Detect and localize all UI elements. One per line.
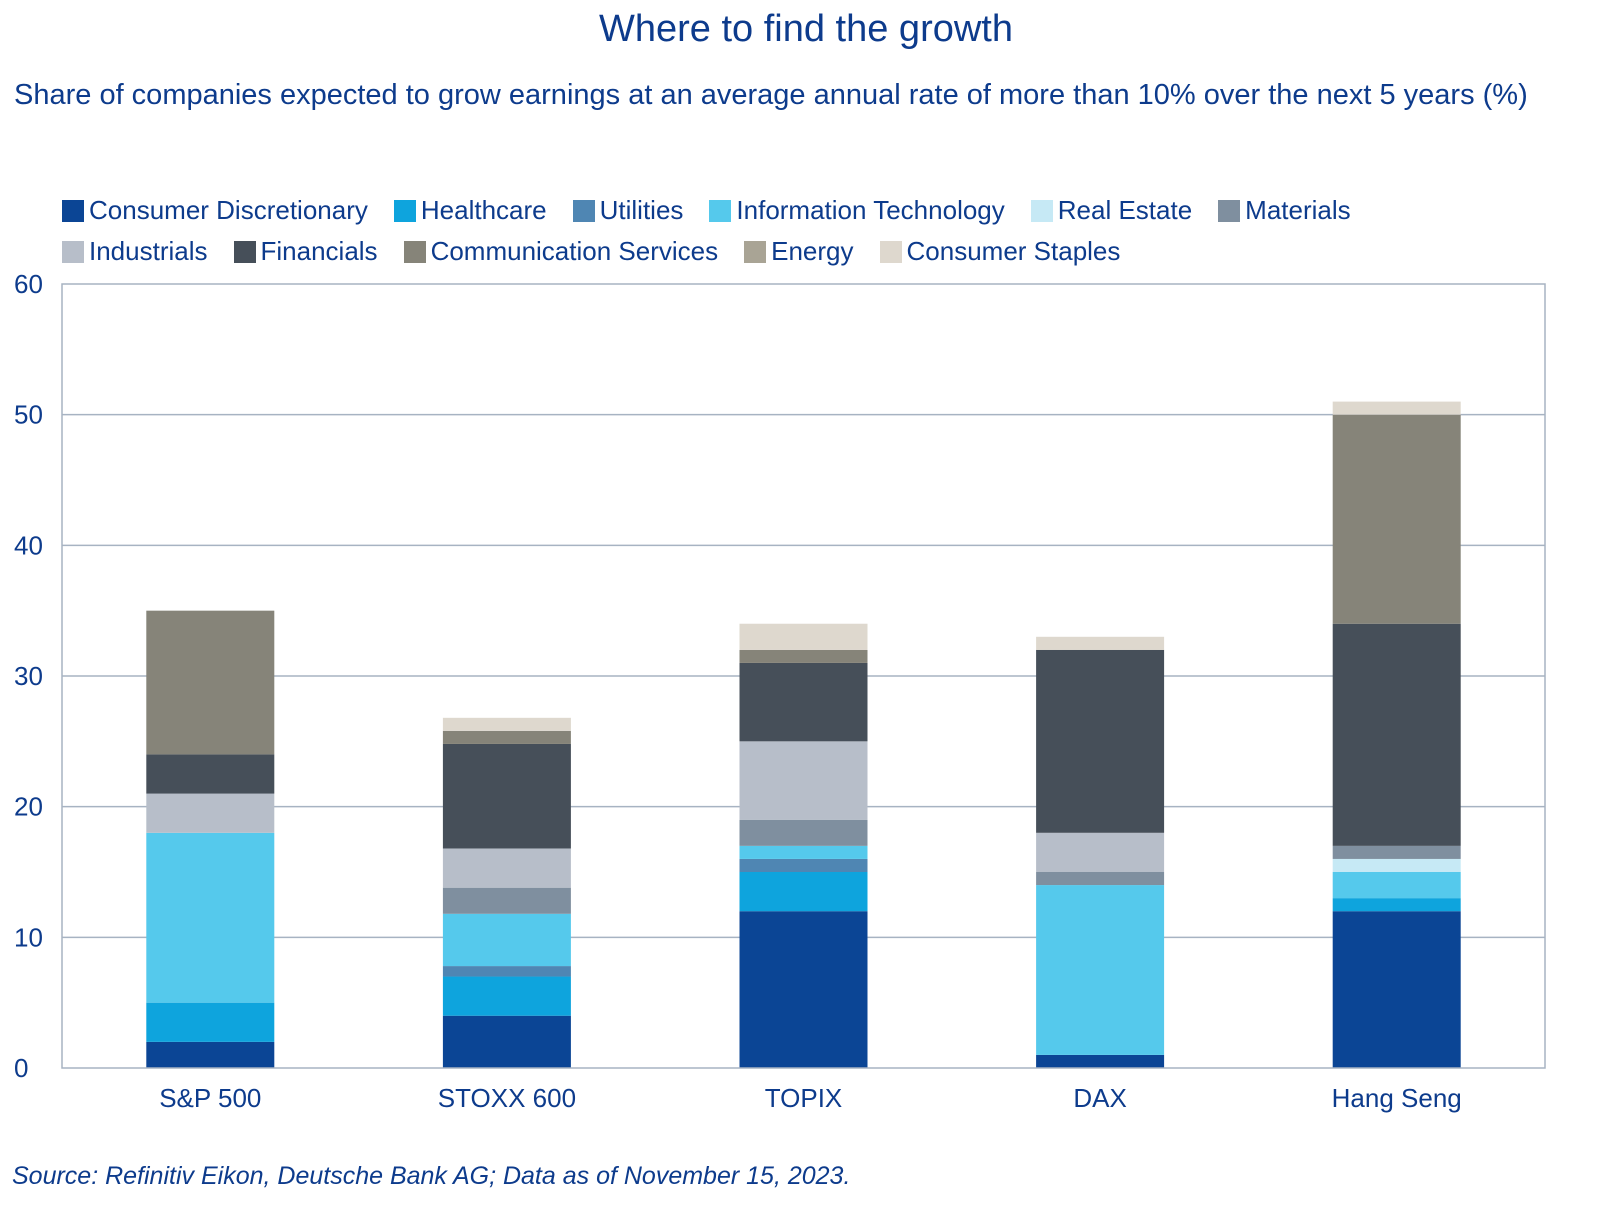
- legend-swatch: [62, 199, 84, 222]
- bar-segment-financials-hang-seng: [1332, 623, 1461, 846]
- bar-segment-consumer-discretionary-dax: [1036, 1054, 1165, 1068]
- legend-label: Materials: [1245, 195, 1351, 225]
- legend-item-healthcare: Healthcare: [393, 195, 547, 226]
- bar-segment-materials-topix: [739, 819, 868, 846]
- bar-segment-financials-s-p-500: [146, 754, 275, 794]
- bar-segment-financials-stoxx-600: [442, 743, 571, 849]
- legend-item-information-technology: Information Technology: [709, 195, 1005, 226]
- bar-segment-communication-services-hang-seng: [1332, 414, 1461, 624]
- bar-segment-consumer-staples-topix: [739, 623, 868, 650]
- legend-swatch: [403, 240, 426, 263]
- bar-segment-healthcare-topix: [739, 872, 868, 912]
- bar-segment-healthcare-hang-seng: [1332, 898, 1461, 912]
- legend-label: Communication Services: [430, 236, 719, 266]
- bar-segment-consumer-discretionary-s-p-500: [146, 1041, 275, 1068]
- legend-item-energy: Energy: [744, 236, 854, 267]
- legend-item-industrials: Industrials: [62, 236, 208, 267]
- legend-label: Industrials: [89, 236, 208, 266]
- bar-segment-industrials-dax: [1036, 832, 1165, 872]
- bar-segment-industrials-topix: [739, 741, 868, 820]
- bar-segment-consumer-staples-dax: [1036, 636, 1165, 650]
- x-tick-label: DAX: [1073, 1083, 1126, 1113]
- y-tick-label: 40: [14, 530, 43, 560]
- legend-label: Information Technology: [736, 195, 1005, 225]
- bar-segment-information-technology-dax: [1036, 885, 1165, 1055]
- bar-segment-information-technology-stoxx-600: [442, 913, 571, 967]
- bar-segment-consumer-discretionary-hang-seng: [1332, 911, 1461, 1068]
- legend-swatch: [572, 199, 595, 222]
- legend-item-consumer-discretionary: Consumer Discretionary: [62, 195, 368, 226]
- legend-row-2: Industrials Financials Communication Ser…: [62, 231, 1562, 272]
- bar-segment-utilities-stoxx-600: [442, 966, 571, 977]
- legend-item-real-estate: Real Estate: [1030, 195, 1193, 226]
- legend-item-materials: Materials: [1218, 195, 1351, 226]
- bar-segment-real-estate-hang-seng: [1332, 858, 1461, 872]
- legend-label: Consumer Discretionary: [89, 195, 368, 225]
- bar-segment-communication-services-s-p-500: [146, 610, 275, 755]
- y-tick-label: 50: [14, 400, 43, 430]
- x-tick-label: STOXX 600: [438, 1083, 576, 1113]
- bar-segment-consumer-discretionary-topix: [739, 911, 868, 1068]
- chart-subtitle: Share of companies expected to grow earn…: [14, 79, 1528, 111]
- bar-segment-communication-services-topix: [739, 649, 868, 663]
- y-tick-label: 10: [14, 922, 43, 952]
- x-tick-label: S&P 500: [159, 1083, 261, 1113]
- bar-segment-communication-services-stoxx-600: [442, 730, 571, 744]
- bar-segment-materials-hang-seng: [1332, 845, 1461, 859]
- x-axis-ticks: S&P 500 STOXX 600 TOPIX DAX Hang Seng: [159, 1083, 1462, 1113]
- x-tick-label: TOPIX: [765, 1083, 843, 1113]
- y-tick-label: 30: [14, 661, 43, 691]
- legend-row-1: Consumer Discretionary Healthcare Utilit…: [62, 190, 1562, 231]
- bar-segment-healthcare-stoxx-600: [442, 976, 571, 1016]
- bar-segment-consumer-staples-stoxx-600: [442, 717, 571, 731]
- bar-segment-consumer-staples-hang-seng: [1332, 401, 1461, 415]
- legend-swatch: [744, 240, 767, 263]
- y-tick-label: 0: [14, 1053, 28, 1083]
- legend-item-communication-services: Communication Services: [403, 236, 719, 267]
- legend: Consumer Discretionary Healthcare Utilit…: [62, 190, 1562, 272]
- legend-item-utilities: Utilities: [572, 195, 684, 226]
- legend-label: Financials: [260, 236, 378, 266]
- source-note: Source: Refinitiv Eikon, Deutsche Bank A…: [12, 1162, 851, 1190]
- bar-segment-information-technology-topix: [739, 845, 868, 859]
- legend-swatch: [879, 240, 902, 263]
- bar-segment-materials-dax: [1036, 872, 1165, 886]
- chart-title: Where to find the growth: [599, 8, 1013, 50]
- legend-swatch: [1218, 199, 1241, 222]
- x-tick-label: Hang Seng: [1332, 1083, 1462, 1113]
- bar-segment-consumer-discretionary-stoxx-600: [442, 1015, 571, 1068]
- legend-swatch: [62, 240, 84, 263]
- bar-segment-information-technology-hang-seng: [1332, 872, 1461, 899]
- bar-segment-utilities-topix: [739, 858, 868, 872]
- legend-label: Energy: [771, 236, 854, 266]
- legend-label: Real Estate: [1057, 195, 1193, 225]
- bar-segment-industrials-stoxx-600: [442, 848, 571, 888]
- bar-segment-financials-topix: [739, 662, 868, 742]
- legend-swatch: [709, 199, 732, 222]
- bar-segment-industrials-s-p-500: [146, 793, 275, 833]
- legend-swatch: [233, 240, 256, 263]
- legend-swatch: [1030, 199, 1053, 222]
- legend-item-financials: Financials: [233, 236, 378, 267]
- y-tick-label: 60: [14, 269, 43, 299]
- legend-label: Healthcare: [420, 195, 547, 225]
- legend-item-consumer-staples: Consumer Staples: [879, 236, 1121, 267]
- bar-segment-information-technology-s-p-500: [146, 832, 275, 1003]
- legend-label: Utilities: [599, 195, 684, 225]
- bar-segment-healthcare-s-p-500: [146, 1002, 275, 1042]
- legend-label: Consumer Staples: [906, 236, 1121, 266]
- bar-segment-financials-dax: [1036, 649, 1165, 833]
- y-tick-label: 20: [14, 792, 43, 822]
- plot-area-frame: [61, 283, 1546, 1069]
- y-axis-ticks: 0 10 20 30 40 50 60: [14, 269, 43, 1083]
- bars: [146, 401, 1461, 1068]
- bar-segment-materials-stoxx-600: [442, 887, 571, 914]
- legend-swatch: [393, 199, 416, 222]
